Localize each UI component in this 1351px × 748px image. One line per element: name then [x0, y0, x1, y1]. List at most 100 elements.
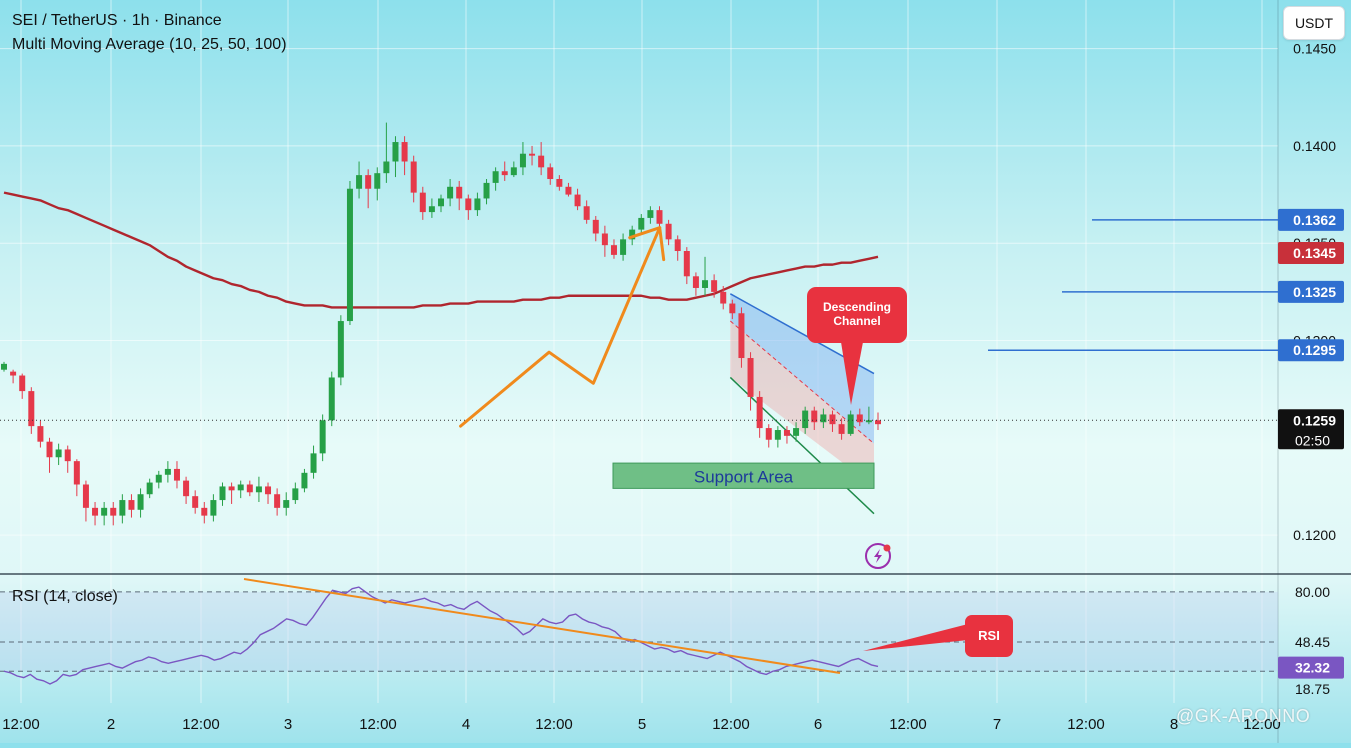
candle-body[interactable] — [82, 484, 89, 508]
candle-body[interactable] — [793, 428, 800, 436]
candle-body[interactable] — [747, 358, 754, 397]
candle-body[interactable] — [101, 507, 108, 516]
candle-body[interactable] — [237, 484, 244, 491]
candle-body[interactable] — [283, 500, 290, 508]
candle-body[interactable] — [702, 280, 709, 288]
candle-body[interactable] — [610, 245, 617, 255]
price-axis-layer[interactable]: 0.14500.14000.13500.13000.120080.0048.45… — [1278, 41, 1344, 697]
candle-body[interactable] — [410, 161, 417, 193]
candle-body[interactable] — [392, 142, 399, 162]
currency-button[interactable]: USDT — [1283, 6, 1345, 40]
rsi-line[interactable] — [3, 586, 879, 685]
candle-body[interactable] — [738, 313, 745, 359]
candle-body[interactable] — [783, 430, 790, 436]
time-axis-layer[interactable]: 12:00 2 12:00 3 12:00 4 12:00 5 12:00 6 12:00 7 12:0… — [2, 716, 1281, 733]
candle-body[interactable] — [10, 371, 17, 376]
candle-body[interactable] — [337, 321, 344, 378]
candles-layer[interactable] — [1, 122, 881, 526]
candle-body[interactable] — [46, 441, 53, 458]
candle-body[interactable] — [465, 198, 472, 211]
candle-body[interactable] — [356, 175, 363, 189]
candle-body[interactable] — [765, 428, 772, 440]
candle-body[interactable] — [274, 494, 281, 508]
candle-body[interactable] — [73, 461, 80, 485]
candle-body[interactable] — [1, 363, 7, 370]
candle-body[interactable] — [492, 171, 499, 183]
price-tag[interactable] — [1278, 339, 1344, 362]
candle-body[interactable] — [674, 239, 681, 252]
price-tag[interactable] — [1278, 241, 1344, 264]
rsi-layer[interactable]: RSI — [0, 578, 1278, 685]
candle-body[interactable] — [829, 414, 836, 425]
candle-body[interactable] — [483, 182, 490, 199]
candle-body[interactable] — [583, 206, 590, 220]
candle-body[interactable] — [501, 171, 508, 176]
candle-body[interactable] — [729, 303, 736, 314]
candle-body[interactable] — [565, 186, 572, 195]
candle-body[interactable] — [301, 472, 308, 489]
candle-body[interactable] — [656, 210, 663, 224]
candle-body[interactable] — [310, 453, 317, 473]
candle-body[interactable] — [137, 494, 144, 510]
candle-body[interactable] — [64, 449, 71, 462]
candle-body[interactable] — [711, 280, 718, 292]
candle-body[interactable] — [601, 233, 608, 246]
candle-body[interactable] — [265, 486, 272, 495]
price-tag[interactable] — [1278, 208, 1344, 231]
candle-body[interactable] — [720, 291, 727, 304]
candle-body[interactable] — [19, 375, 26, 392]
candle-body[interactable] — [529, 153, 536, 156]
candle-body[interactable] — [838, 424, 845, 434]
candle-body[interactable] — [856, 414, 863, 423]
candle-body[interactable] — [547, 167, 554, 180]
candle-body[interactable] — [210, 500, 217, 516]
candle-body[interactable] — [820, 414, 827, 423]
candle-body[interactable] — [37, 426, 44, 442]
rsi-value-tag[interactable] — [1278, 656, 1344, 679]
candle-body[interactable] — [383, 161, 390, 174]
price-tag[interactable] — [1278, 280, 1344, 303]
candle-body[interactable] — [155, 474, 162, 483]
candle-body[interactable] — [28, 391, 35, 427]
candle-body[interactable] — [811, 410, 818, 423]
candle-body[interactable] — [438, 198, 444, 207]
candle-body[interactable] — [173, 468, 180, 481]
candle-body[interactable] — [683, 251, 690, 277]
candle-body[interactable] — [419, 192, 426, 213]
candle-body[interactable] — [328, 377, 335, 421]
candle-body[interactable] — [620, 239, 627, 255]
candle-body[interactable] — [802, 410, 809, 429]
candle-body[interactable] — [847, 414, 854, 434]
candle-body[interactable] — [192, 496, 199, 508]
candle-body[interactable] — [219, 486, 226, 501]
candle-body[interactable] — [556, 179, 563, 187]
candle-body[interactable] — [456, 186, 463, 199]
candle-body[interactable] — [865, 420, 872, 423]
candle-body[interactable] — [146, 482, 153, 495]
rsi-legend[interactable]: RSI (14, close) — [12, 588, 118, 605]
candle-body[interactable] — [401, 142, 408, 162]
candle-body[interactable] — [346, 188, 353, 322]
candle-body[interactable] — [92, 507, 99, 516]
candle-body[interactable] — [592, 219, 599, 234]
candle-body[interactable] — [164, 468, 171, 475]
candle-body[interactable] — [183, 480, 190, 497]
candle-body[interactable] — [128, 500, 135, 510]
candle-body[interactable] — [665, 223, 672, 240]
candle-body[interactable] — [319, 420, 326, 454]
candle-body[interactable] — [774, 430, 781, 440]
candle-body[interactable] — [228, 486, 235, 491]
candle-body[interactable] — [365, 175, 372, 189]
flash-icon[interactable] — [865, 543, 891, 569]
candle-body[interactable] — [255, 486, 262, 493]
candle-body[interactable] — [538, 155, 545, 168]
candle-body[interactable] — [474, 198, 481, 211]
candle-body[interactable] — [110, 507, 117, 516]
candle-body[interactable] — [246, 484, 253, 493]
candle-body[interactable] — [55, 449, 62, 458]
candle-body[interactable] — [692, 276, 699, 288]
candle-body[interactable] — [519, 153, 526, 168]
candle-body[interactable] — [629, 229, 636, 240]
